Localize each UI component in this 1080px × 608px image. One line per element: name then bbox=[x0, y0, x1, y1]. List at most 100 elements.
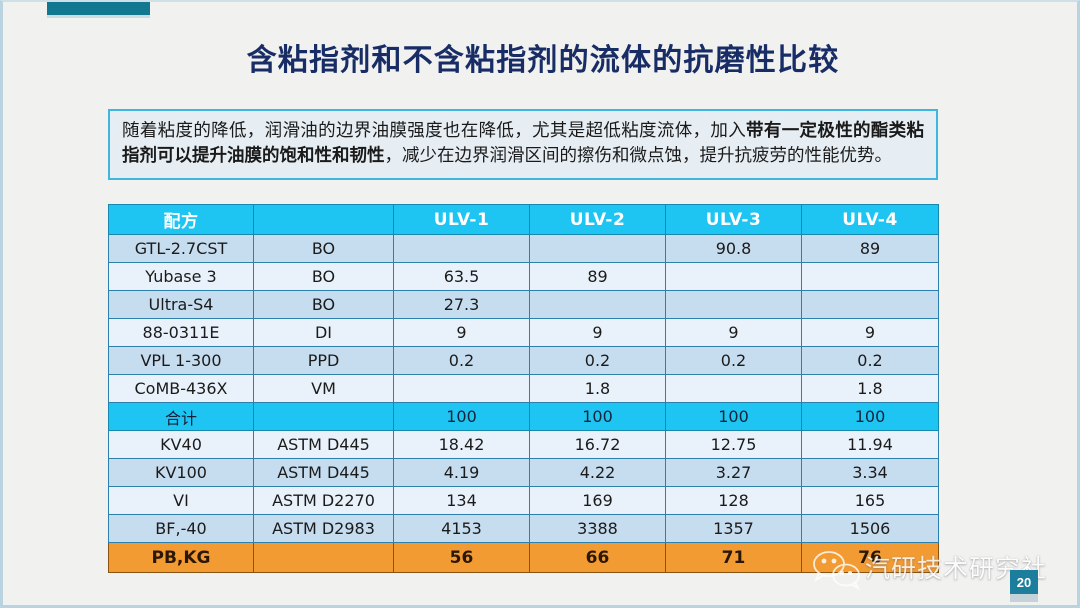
row-label-cell: CoMB-436X bbox=[108, 374, 254, 403]
table-head: 配方 ULV-1 ULV-2 ULV-3 ULV-4 bbox=[108, 204, 939, 235]
table-cell: 63.5 bbox=[393, 262, 530, 291]
table-cell: 9 bbox=[665, 318, 802, 347]
table-cell: 56 bbox=[393, 542, 530, 573]
col-header-ulv4: ULV-4 bbox=[801, 204, 939, 235]
table-cell: 3388 bbox=[529, 514, 666, 543]
table-cell bbox=[529, 234, 666, 263]
col-header-method bbox=[253, 204, 394, 235]
table-cell: 0.2 bbox=[393, 346, 530, 375]
table-cell: 3.34 bbox=[801, 458, 939, 487]
table-cell: VM bbox=[253, 374, 394, 403]
col-header-ulv1: ULV-1 bbox=[393, 204, 530, 235]
top-accent-bar-shadow bbox=[47, 15, 150, 18]
table-cell: DI bbox=[253, 318, 394, 347]
table-cell: 3.27 bbox=[665, 458, 802, 487]
table-row: BF,-40 ASTM D2983 4153 3388 1357 1506 bbox=[108, 514, 939, 543]
table-cell bbox=[393, 234, 530, 263]
table-cell: 66 bbox=[529, 542, 666, 573]
table-cell bbox=[801, 290, 939, 319]
formulation-table-container: 配方 ULV-1 ULV-2 ULV-3 ULV-4 GTL-2.7CST BO 9… bbox=[108, 204, 939, 573]
table-cell: 1.8 bbox=[529, 374, 666, 403]
table-cell bbox=[393, 374, 530, 403]
table-cell: 11.94 bbox=[801, 430, 939, 459]
table-cell: ASTM D2983 bbox=[253, 514, 394, 543]
summary-callout-box: 随着粘度的降低，润滑油的边界油膜强度也在降低，尤其是超低粘度流体，加入带有一定极… bbox=[108, 109, 938, 180]
table-cell: 1.8 bbox=[801, 374, 939, 403]
table-cell: 0.2 bbox=[529, 346, 666, 375]
table-cell: ASTM D2270 bbox=[253, 486, 394, 515]
table-cell: 1357 bbox=[665, 514, 802, 543]
table-cell: 4.22 bbox=[529, 458, 666, 487]
table-cell: 89 bbox=[529, 262, 666, 291]
table-cell: ASTM D445 bbox=[253, 458, 394, 487]
table-cell: BO bbox=[253, 234, 394, 263]
table-row: GTL-2.7CST BO 90.8 89 bbox=[108, 234, 939, 263]
table-cell: 100 bbox=[665, 402, 802, 431]
table-cell: 100 bbox=[393, 402, 530, 431]
table-cell: 76 bbox=[801, 542, 939, 573]
table-cell: 100 bbox=[529, 402, 666, 431]
row-label-cell: Ultra-S4 bbox=[108, 290, 254, 319]
table-cell: BO bbox=[253, 262, 394, 291]
table-cell: 1506 bbox=[801, 514, 939, 543]
row-label-cell: KV100 bbox=[108, 458, 254, 487]
table-row: KV40 ASTM D445 18.42 16.72 12.75 11.94 bbox=[108, 430, 939, 459]
table-cell: 90.8 bbox=[665, 234, 802, 263]
table-cell: PPD bbox=[253, 346, 394, 375]
row-label-cell: PB,KG bbox=[108, 542, 254, 573]
callout-text-part2: ，减少在边界润滑区间的擦伤和微点蚀，提升抗疲劳的性能优势。 bbox=[384, 146, 893, 166]
table-row: 合计 100 100 100 100 bbox=[108, 402, 939, 431]
table-row: VPL 1-300 PPD 0.2 0.2 0.2 0.2 bbox=[108, 346, 939, 375]
table-cell bbox=[529, 290, 666, 319]
col-header-ulv3: ULV-3 bbox=[665, 204, 802, 235]
table-cell: 4.19 bbox=[393, 458, 530, 487]
callout-text-bold: 带有一定极性的酯类粘指剂可以提升油膜的饱和性和韧性 bbox=[122, 121, 925, 166]
top-accent-bar bbox=[47, 2, 150, 15]
table-cell: 16.72 bbox=[529, 430, 666, 459]
table-cell: 134 bbox=[393, 486, 530, 515]
row-label-cell: 合计 bbox=[108, 402, 254, 431]
table-cell: 165 bbox=[801, 486, 939, 515]
table-cell: 169 bbox=[529, 486, 666, 515]
table-cell: 100 bbox=[801, 402, 939, 431]
table-cell: 71 bbox=[665, 542, 802, 573]
table-body: GTL-2.7CST BO 90.8 89 Yubase 3 BO 63.5 89 Ultra-… bbox=[108, 234, 939, 573]
table-cell: 12.75 bbox=[665, 430, 802, 459]
table-cell bbox=[253, 402, 394, 431]
table-cell bbox=[665, 374, 802, 403]
table-cell bbox=[665, 262, 802, 291]
table-cell: 9 bbox=[529, 318, 666, 347]
table-row: 88-0311E DI 9 9 9 9 bbox=[108, 318, 939, 347]
table-cell: ASTM D445 bbox=[253, 430, 394, 459]
row-label-cell: 88-0311E bbox=[108, 318, 254, 347]
table-row: VI ASTM D2270 134 169 128 165 bbox=[108, 486, 939, 515]
col-header-ulv2: ULV-2 bbox=[529, 204, 666, 235]
table-cell bbox=[801, 262, 939, 291]
table-cell: BO bbox=[253, 290, 394, 319]
formulation-table: 配方 ULV-1 ULV-2 ULV-3 ULV-4 GTL-2.7CST BO 9… bbox=[108, 204, 939, 573]
table-cell: 9 bbox=[801, 318, 939, 347]
page-number-badge: 20 bbox=[1010, 570, 1038, 594]
table-row: KV100 ASTM D445 4.19 4.22 3.27 3.34 bbox=[108, 458, 939, 487]
table-cell: 128 bbox=[665, 486, 802, 515]
table-cell: 0.2 bbox=[801, 346, 939, 375]
table-cell bbox=[665, 290, 802, 319]
row-label-cell: KV40 bbox=[108, 430, 254, 459]
row-label-cell: VPL 1-300 bbox=[108, 346, 254, 375]
col-header-formula: 配方 bbox=[108, 204, 254, 235]
table-cell: 4153 bbox=[393, 514, 530, 543]
table-cell: 9 bbox=[393, 318, 530, 347]
table-cell: 89 bbox=[801, 234, 939, 263]
row-label-cell: VI bbox=[108, 486, 254, 515]
page-number-badge-shadow bbox=[1010, 594, 1038, 602]
row-label-cell: GTL-2.7CST bbox=[108, 234, 254, 263]
callout-text-part1: 随着粘度的降低，润滑油的边界油膜强度也在降低，尤其是超低粘度流体，加入 bbox=[122, 121, 747, 141]
page-title: 含粘指剂和不含粘指剂的流体的抗磨性比较 bbox=[246, 43, 840, 78]
table-header-row: 配方 ULV-1 ULV-2 ULV-3 ULV-4 bbox=[108, 204, 939, 235]
table-row: CoMB-436X VM 1.8 1.8 bbox=[108, 374, 939, 403]
table-cell: 27.3 bbox=[393, 290, 530, 319]
row-label-cell: BF,-40 bbox=[108, 514, 254, 543]
table-row: Yubase 3 BO 63.5 89 bbox=[108, 262, 939, 291]
table-row: PB,KG 56 66 71 76 bbox=[108, 542, 939, 573]
